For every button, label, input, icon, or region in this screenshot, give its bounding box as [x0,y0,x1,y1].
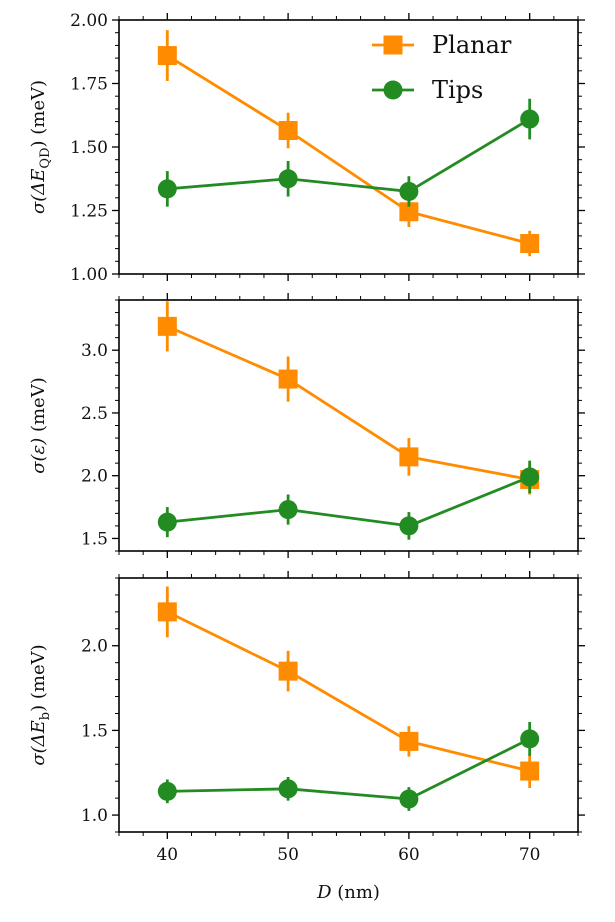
data-point-tips [278,779,298,799]
data-point-planar [520,234,540,254]
x-tick-label: 40 [156,845,178,865]
data-point-planar [157,602,177,622]
axes-frame [118,577,579,833]
axes-frame [118,19,579,275]
y-tick-label: 1.5 [81,529,108,549]
legend: Planar Tips [372,31,512,104]
series-line-planar [166,610,531,773]
legend-label-planar: Planar [432,31,512,59]
data-point-planar [157,46,177,66]
data-point-tips [399,181,419,201]
y-axis-label: σ(ΔEQD) (meV) [28,80,53,214]
y-axis-label: σ(ΔEb) (meV) [28,644,53,765]
data-point-planar [399,447,419,467]
y-tick-label: 1.75 [70,75,108,95]
series-line-tips [167,117,531,193]
panel-top: 1.00 1.25 1.50 1.75 2.00 σ(ΔEQD) (meV) Planar T… [28,11,585,285]
data-point-tips [520,467,540,487]
y-tick-label: 1.5 [81,721,108,741]
legend-marker-planar [383,35,403,55]
x-tick-label: 70 [519,845,541,865]
data-point-planar [399,731,419,751]
series-line-tips [167,475,531,528]
y-tick-label: 2.0 [81,467,108,487]
legend-label-tips: Tips [432,76,483,104]
y-tick-label: 2.0 [81,637,108,657]
data-point-tips [399,516,419,536]
x-tick-label: 60 [398,845,420,865]
data-point-tips [157,179,177,199]
y-tick-label: 1.00 [70,265,108,285]
y-tick-label: 2.00 [70,11,108,31]
panel-bottom: 40 50 60 70 1.0 1.5 2.0 σ(ΔEb) (meV) [28,571,585,865]
data-point-planar [278,120,298,140]
x-axis-label: D (nm) [316,882,380,903]
y-axis-label: σ(ε) (meV) [28,377,49,474]
series-line-planar [166,54,531,245]
data-point-planar [520,761,540,781]
data-point-planar [278,661,298,681]
y-tick-label: 2.5 [81,404,108,424]
data-point-planar [399,202,419,222]
data-point-tips [278,169,298,189]
x-tick-label: 50 [277,845,299,865]
data-point-tips [157,512,177,532]
y-tick-label: 1.0 [81,806,108,826]
legend-marker-tips [383,80,403,100]
y-tick-label: 1.50 [70,138,108,158]
data-point-planar [278,369,298,389]
data-point-tips [157,781,177,801]
data-point-planar [157,316,177,336]
series-line-planar [166,325,530,481]
panel-middle: 1.5 2.0 2.5 3.0 σ(ε) (meV) [28,293,585,558]
data-point-tips [278,500,298,520]
data-point-tips [520,109,540,129]
data-point-tips [520,729,540,749]
data-point-tips [399,789,419,809]
y-tick-label: 3.0 [81,341,108,361]
axes-frame [118,299,579,552]
y-tick-label: 1.25 [70,202,108,222]
series-line-tips [167,737,531,801]
